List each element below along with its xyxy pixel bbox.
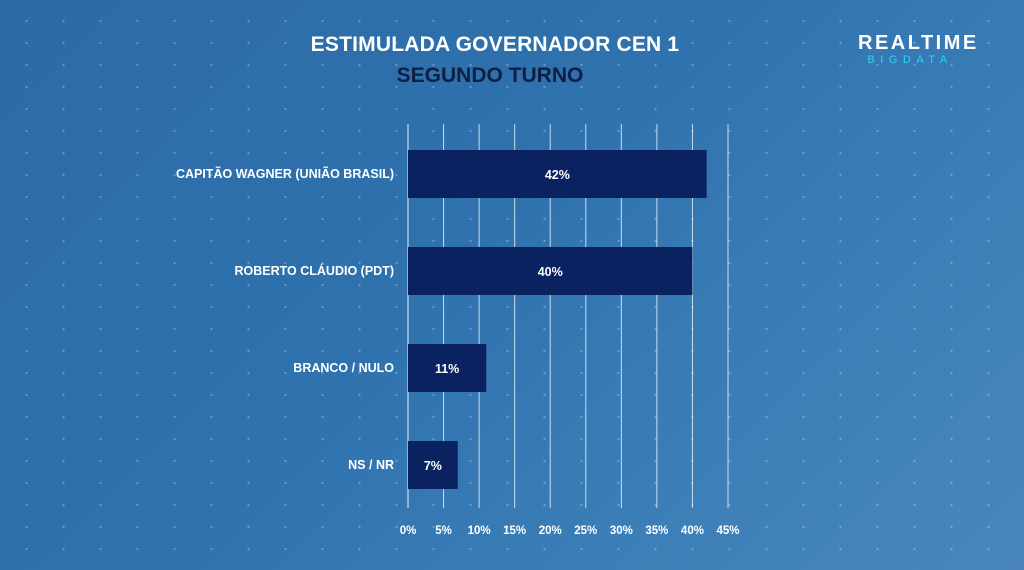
data-label: 11% — [435, 362, 459, 376]
x-tick-label: 30% — [610, 525, 633, 537]
bar — [408, 344, 487, 392]
data-label: 40% — [538, 265, 563, 279]
x-tick-label: 15% — [503, 525, 526, 537]
x-tick-label: 40% — [681, 525, 704, 537]
chart-subtitle: SEGUNDO TURNO — [396, 64, 584, 87]
bar — [408, 150, 707, 198]
data-label: 42% — [545, 168, 570, 182]
x-tick-label: 20% — [539, 525, 562, 537]
bar — [408, 247, 693, 295]
x-tick-label: 0% — [400, 525, 417, 537]
category-label: NS / NR — [348, 458, 394, 472]
category-label: CAPITÃO WAGNER (UNIÃO BRASIL) — [176, 166, 394, 181]
logo-wordmark-bottom: BIGDATA — [867, 54, 953, 66]
data-label: 7% — [424, 459, 442, 473]
x-tick-label: 25% — [574, 525, 597, 537]
category-label: ROBERTO CLÁUDIO (PDT) — [235, 263, 395, 278]
x-tick-label: 45% — [716, 525, 739, 537]
bar — [408, 441, 458, 489]
chart-title: ESTIMULADA GOVERNADOR CEN 1 — [310, 33, 680, 56]
x-tick-label: 5% — [435, 525, 452, 537]
x-tick-label: 35% — [645, 525, 668, 537]
category-label: BRANCO / NULO — [293, 361, 394, 375]
logo-wordmark-top: REALTIME — [858, 32, 979, 54]
realtime-bigdata-logo: REALTIME BIGDATA — [858, 32, 979, 66]
x-tick-label: 10% — [468, 525, 491, 537]
